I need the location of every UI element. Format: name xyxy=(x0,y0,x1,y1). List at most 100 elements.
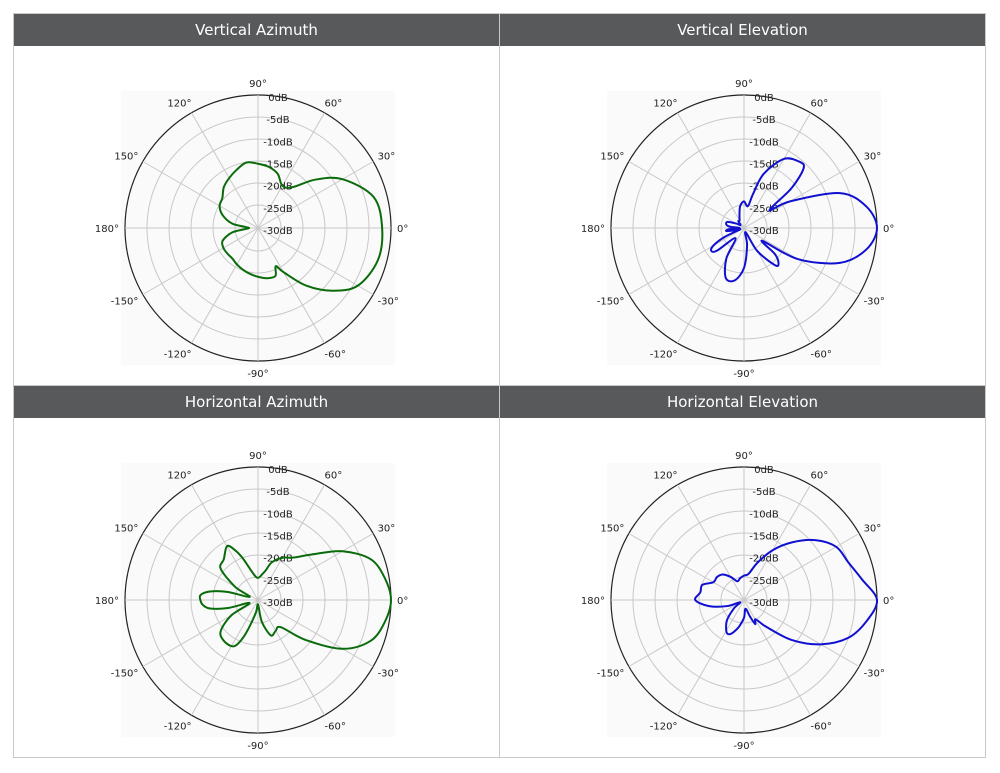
angle-tick-label: -60° xyxy=(811,722,832,733)
radial-tick-label: 0dB xyxy=(268,465,288,476)
angle-tick-label: 150° xyxy=(114,524,138,535)
grid-spoke xyxy=(142,161,259,229)
angle-tick-label: 120° xyxy=(653,470,677,481)
grid-spoke xyxy=(191,484,259,601)
polar-chart-svg: 0° 30° 60° 90° 120° 150° 180° -150° -120° -90° -60… xyxy=(581,451,894,752)
angle-tick-label: 150° xyxy=(114,152,138,163)
radiation-pattern-line xyxy=(218,161,384,292)
angle-tick-label: 30° xyxy=(378,152,396,163)
radial-tick-label: -25dB xyxy=(749,204,779,215)
angle-tick-label: -150° xyxy=(111,669,139,680)
radial-tick-label: -5dB xyxy=(752,115,775,126)
grid-spoke xyxy=(257,533,374,601)
angle-tick-label: 120° xyxy=(167,470,191,481)
angle-tick-label: 90° xyxy=(249,451,267,462)
grid-spoke xyxy=(257,227,374,295)
angle-tick-label: -150° xyxy=(597,669,625,680)
grid-spoke xyxy=(257,599,325,716)
angle-tick-label: -120° xyxy=(164,350,192,361)
grid-spoke xyxy=(677,227,745,344)
panel-title: Vertical Elevation xyxy=(500,14,985,46)
radial-tick-label: 0dB xyxy=(754,465,774,476)
radial-tick-label: -30dB xyxy=(749,598,779,609)
grid-spoke xyxy=(191,112,259,229)
angle-tick-label: -90° xyxy=(247,741,268,752)
grid-spoke xyxy=(743,161,860,229)
angle-tick-label: 120° xyxy=(167,98,191,109)
grid-spoke xyxy=(257,161,374,229)
angle-tick-label: 60° xyxy=(325,98,343,109)
angle-tick-label: 180° xyxy=(95,596,119,607)
angle-tick-label: -60° xyxy=(325,722,346,733)
panel-vertical-elevation: Vertical Elevation 0° 30° 60° 90° 120° 150° 18… xyxy=(500,14,985,386)
angle-tick-label: -150° xyxy=(597,297,625,308)
radial-tick-label: -15dB xyxy=(749,160,779,171)
panel-title: Horizontal Elevation xyxy=(500,386,985,418)
angle-tick-label: 0° xyxy=(883,224,894,235)
panel-title: Vertical Azimuth xyxy=(14,14,499,46)
grid-spoke xyxy=(142,227,259,295)
angle-tick-label: 60° xyxy=(325,470,343,481)
angle-tick-label: 120° xyxy=(653,98,677,109)
grid-spoke xyxy=(191,227,259,344)
radiation-pattern-line xyxy=(710,157,878,283)
radiation-pattern-line xyxy=(694,538,879,646)
radial-tick-label: -30dB xyxy=(749,226,779,237)
radial-tick-label: -15dB xyxy=(263,160,293,171)
angle-tick-label: 150° xyxy=(600,152,624,163)
angle-tick-label: -120° xyxy=(164,722,192,733)
grid-spoke xyxy=(743,484,811,601)
grid-spoke xyxy=(257,599,374,667)
angle-tick-label: -30° xyxy=(378,669,399,680)
grid-spoke xyxy=(257,112,325,229)
grid-spoke xyxy=(257,484,325,601)
grid-spoke xyxy=(628,227,745,295)
radial-tick-label: -10dB xyxy=(263,137,293,148)
angle-tick-label: -90° xyxy=(733,741,754,752)
radiation-pattern-line xyxy=(198,544,392,650)
grid-spoke xyxy=(628,533,745,601)
grid-spoke xyxy=(191,599,259,716)
angle-tick-label: -60° xyxy=(811,350,832,361)
angle-tick-label: -90° xyxy=(247,369,268,380)
polar-plot-horizontal-azimuth: 0° 30° 60° 90° 120° 150° 180° -150° -120° -90° -60… xyxy=(14,418,499,756)
grid-spoke xyxy=(257,227,325,344)
angle-tick-label: 30° xyxy=(378,524,396,535)
angle-tick-label: 180° xyxy=(581,596,605,607)
panel-title: Horizontal Azimuth xyxy=(14,386,499,418)
radial-tick-label: 0dB xyxy=(268,93,288,104)
grid-spoke xyxy=(743,227,860,295)
radial-tick-label: -15dB xyxy=(749,532,779,543)
radial-tick-label: -10dB xyxy=(749,137,779,148)
polar-chart-svg: 0° 30° 60° 90° 120° 150° 180° -150° -120° -90° -60… xyxy=(581,79,894,380)
polar-plot-vertical-azimuth: 0° 30° 60° 90° 120° 150° 180° -150° -120° -90° -60… xyxy=(14,46,499,384)
angle-tick-label: 150° xyxy=(600,524,624,535)
angle-tick-label: 0° xyxy=(883,596,894,607)
angle-tick-label: -30° xyxy=(864,669,885,680)
radial-tick-label: -20dB xyxy=(749,182,779,193)
angle-tick-label: 180° xyxy=(581,224,605,235)
radial-tick-label: -25dB xyxy=(263,204,293,215)
radial-tick-label: -20dB xyxy=(263,182,293,193)
angle-tick-label: -30° xyxy=(378,297,399,308)
radial-tick-label: -25dB xyxy=(749,576,779,587)
angle-tick-label: -120° xyxy=(650,350,678,361)
angle-tick-label: 90° xyxy=(735,79,753,90)
radial-tick-label: -20dB xyxy=(749,554,779,565)
radial-tick-label: -10dB xyxy=(263,509,293,520)
angle-tick-label: 30° xyxy=(864,524,882,535)
polar-plot-horizontal-elevation: 0° 30° 60° 90° 120° 150° 180° -150° -120° -90° -60… xyxy=(500,418,985,756)
radial-tick-label: -30dB xyxy=(263,226,293,237)
polar-chart-svg: 0° 30° 60° 90° 120° 150° 180° -150° -120° -90° -60… xyxy=(95,79,408,380)
angle-tick-label: 30° xyxy=(864,152,882,163)
panel-vertical-azimuth: Vertical Azimuth 0° 30° 60° 90° 120° 150° 180°… xyxy=(14,14,500,386)
angle-tick-label: -90° xyxy=(733,369,754,380)
polar-chart-svg: 0° 30° 60° 90° 120° 150° 180° -150° -120° -90° -60… xyxy=(95,451,408,752)
grid-spoke xyxy=(743,533,860,601)
grid-spoke xyxy=(743,599,860,667)
panel-horizontal-elevation: Horizontal Elevation 0° 30° 60° 90° 120° 150°… xyxy=(500,386,985,757)
radial-tick-label: -15dB xyxy=(263,532,293,543)
angle-tick-label: 60° xyxy=(811,98,829,109)
grid-spoke xyxy=(628,161,745,229)
grid-spoke xyxy=(677,484,745,601)
